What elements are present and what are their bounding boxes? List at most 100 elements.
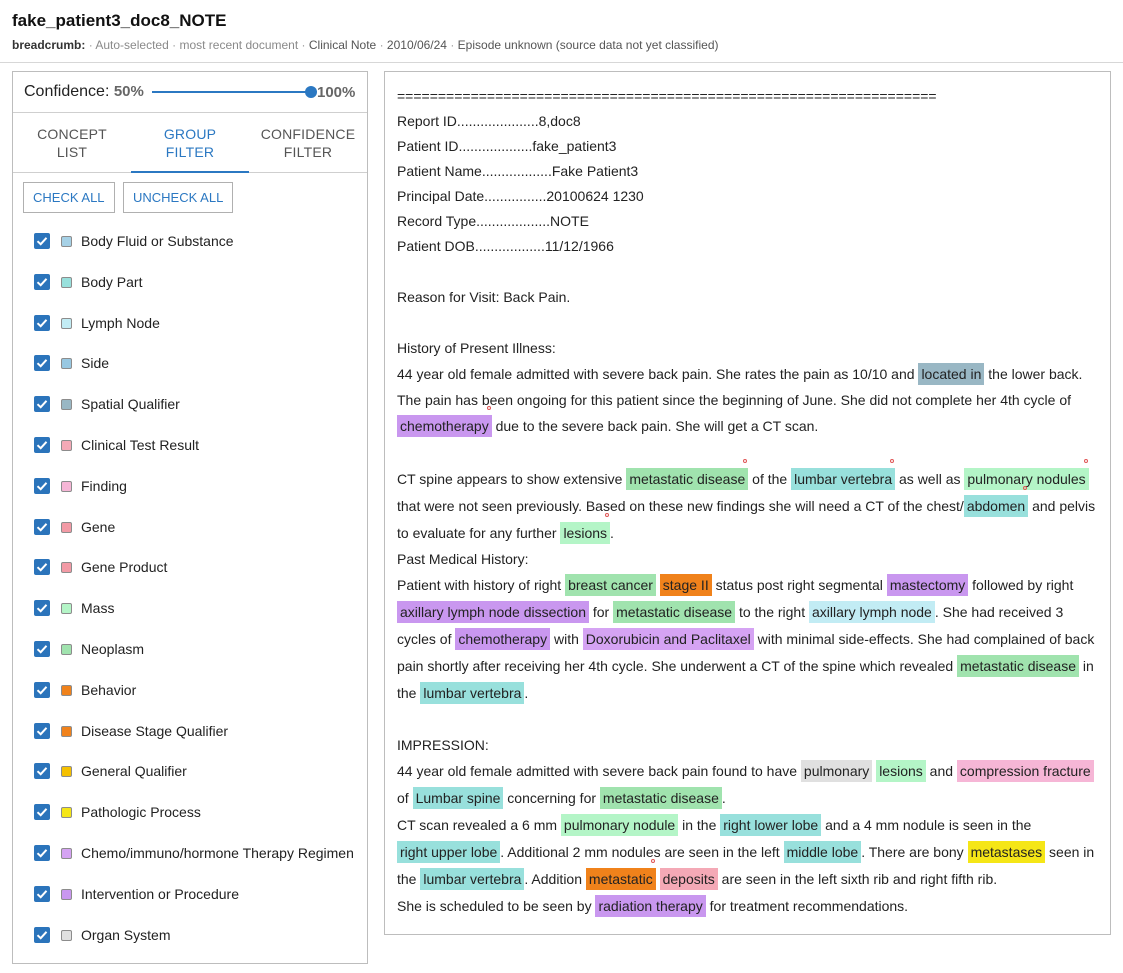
confidence-slider-track[interactable]: [152, 91, 312, 93]
tab-concept-list-line2: LIST: [56, 144, 88, 160]
text-run: concerning for: [503, 790, 600, 806]
text-run: . Addition: [524, 871, 586, 887]
concept-highlight-body-part[interactable]: right upper lobe: [397, 841, 501, 863]
concept-highlight-pathologic-process[interactable]: metastases: [967, 841, 1046, 863]
text-run: .: [721, 790, 726, 806]
category-row[interactable]: Lymph Node: [34, 313, 364, 335]
concept-highlight-neoplasm[interactable]: breast cancer: [565, 574, 656, 596]
tab-concept-list-line1: CONCEPT: [37, 126, 107, 142]
category-color-swatch: [61, 276, 72, 288]
text-run: to evaluate for any further: [397, 525, 561, 541]
category-row[interactable]: Intervention or Procedure: [34, 884, 364, 906]
category-row[interactable]: Organ System: [34, 925, 364, 947]
category-row[interactable]: General Qualifier: [34, 761, 364, 783]
category-checkbox[interactable]: [34, 845, 50, 861]
concept-highlight-intervention[interactable]: mastectomy: [886, 574, 969, 596]
concept-highlight-neoplasm[interactable]: metastatic disease: [957, 655, 1080, 677]
category-row[interactable]: Disease Stage Qualifier: [34, 721, 364, 743]
category-row[interactable]: Body Fluid or Substance: [34, 231, 364, 253]
category-checkbox[interactable]: [34, 926, 50, 943]
category-color-swatch: [61, 399, 72, 411]
category-label: Body Part: [81, 273, 143, 290]
concept-highlight-mass[interactable]: lesions: [560, 522, 611, 544]
concept-highlight-body-part[interactable]: Lumbar spine: [412, 787, 504, 809]
category-row[interactable]: Behavior: [34, 680, 364, 702]
concept-highlight-body-part[interactable]: right lower lobe: [720, 814, 822, 836]
document-line: Patient with history of right breast can…: [397, 572, 1102, 599]
category-row[interactable]: Gene Product: [34, 557, 364, 579]
concept-highlight-mass[interactable]: pulmonary nodules: [964, 468, 1089, 490]
uncheck-all-button[interactable]: UNCHECK ALL: [123, 182, 234, 213]
concept-highlight-intervention[interactable]: radiation therapy: [595, 895, 706, 917]
concept-highlight-intervention[interactable]: chemotherapy: [455, 628, 551, 650]
category-row[interactable]: Side: [34, 353, 364, 375]
document-line: the lumbar vertebra. Addition metastatic…: [397, 859, 1102, 893]
blank-line: [397, 707, 1102, 733]
checkmark-icon: [36, 726, 48, 736]
category-checkbox[interactable]: [34, 681, 50, 698]
text-run: that were not seen previously. Based on …: [397, 498, 964, 514]
breadcrumb-separator: ·: [301, 38, 306, 52]
concept-highlight-intervention[interactable]: chemotherapy: [397, 415, 492, 437]
concept-highlight-body-part[interactable]: abdomen: [963, 495, 1029, 517]
category-checkbox[interactable]: [34, 273, 50, 290]
concept-highlight-body-part[interactable]: middle lobe: [783, 841, 862, 863]
category-row[interactable]: Pathologic Process: [34, 802, 364, 824]
concept-highlight-lymph-node[interactable]: axillary lymph node: [809, 601, 935, 623]
concept-highlight-mass[interactable]: lesions: [876, 760, 926, 782]
category-checkbox[interactable]: [34, 763, 50, 780]
category-checkbox[interactable]: [34, 600, 50, 617]
concept-highlight-body-part[interactable]: lumbar vertebra: [791, 468, 896, 490]
concept-highlight-neoplasm[interactable]: metastatic disease: [626, 468, 749, 490]
text-run: seen in: [1045, 844, 1095, 860]
breadcrumb-date[interactable]: 2010/06/24: [386, 38, 447, 52]
checkmark-icon: [36, 318, 48, 328]
checkmark-icon: [36, 930, 48, 940]
category-checkbox[interactable]: [34, 314, 50, 331]
concept-highlight-behavior[interactable]: metastatic: [585, 868, 656, 890]
category-checkbox[interactable]: [34, 477, 50, 494]
tab-confidence-filter-line2: FILTER: [283, 144, 333, 160]
concept-highlight-body-part[interactable]: lumbar vertebra: [420, 682, 525, 704]
category-checkbox[interactable]: [34, 804, 50, 821]
concept-highlight-spatial-qualifier[interactable]: located in: [918, 363, 985, 385]
tab-group-filter[interactable]: GROUP FILTER: [131, 113, 249, 173]
concept-highlight-organ-system[interactable]: pulmonary: [800, 760, 873, 782]
category-checkbox[interactable]: [34, 396, 50, 413]
category-row[interactable]: Chemo/immuno/hormone Therapy Regimen: [34, 843, 364, 865]
category-checkbox[interactable]: [34, 559, 50, 576]
concept-highlight-neoplasm[interactable]: metastatic disease: [599, 787, 722, 809]
category-row[interactable]: Clinical Test Result: [34, 435, 364, 457]
category-row[interactable]: Neoplasm: [34, 639, 364, 661]
text-run: of: [397, 790, 413, 806]
concept-highlight-therapy-regimen[interactable]: Doxorubicin and Paclitaxel: [582, 628, 754, 650]
concept-highlight-disease-stage[interactable]: stage II: [659, 574, 712, 596]
breadcrumb-episode[interactable]: Episode unknown (source data not yet cla…: [457, 38, 719, 52]
concept-highlight-finding[interactable]: compression fracture: [956, 760, 1094, 782]
text-run: History of Present Illness:: [397, 340, 556, 356]
category-row[interactable]: Spatial Qualifier: [34, 394, 364, 416]
tab-confidence-filter[interactable]: CONFIDENCE FILTER: [249, 113, 367, 172]
concept-highlight-mass[interactable]: pulmonary nodule: [560, 814, 679, 836]
category-checkbox[interactable]: [34, 355, 50, 372]
concept-highlight-intervention[interactable]: axillary lymph node dissection: [397, 601, 589, 623]
confidence-max-value: 100%: [317, 84, 356, 101]
category-checkbox[interactable]: [34, 233, 50, 249]
category-row[interactable]: Finding: [34, 476, 364, 498]
category-checkbox[interactable]: [34, 437, 50, 453]
category-label: Disease Stage Qualifier: [81, 722, 229, 739]
concept-highlight-body-part[interactable]: lumbar vertebra: [420, 868, 525, 890]
category-checkbox[interactable]: [34, 641, 50, 657]
tab-concept-list[interactable]: CONCEPT LIST: [13, 113, 131, 172]
category-checkbox[interactable]: [34, 885, 50, 902]
concept-highlight-clinical-test-result[interactable]: deposits: [659, 868, 718, 890]
check-all-button[interactable]: CHECK ALL: [23, 182, 115, 213]
concept-highlight-neoplasm[interactable]: metastatic disease: [613, 601, 736, 623]
category-checkbox[interactable]: [34, 518, 50, 535]
confidence-slider-thumb[interactable]: [305, 86, 317, 98]
category-checkbox[interactable]: [34, 722, 50, 739]
breadcrumb-note-type[interactable]: Clinical Note: [308, 38, 377, 52]
category-row[interactable]: Body Part: [34, 272, 364, 294]
category-row[interactable]: Mass: [34, 598, 364, 620]
category-row[interactable]: Gene: [34, 517, 364, 539]
